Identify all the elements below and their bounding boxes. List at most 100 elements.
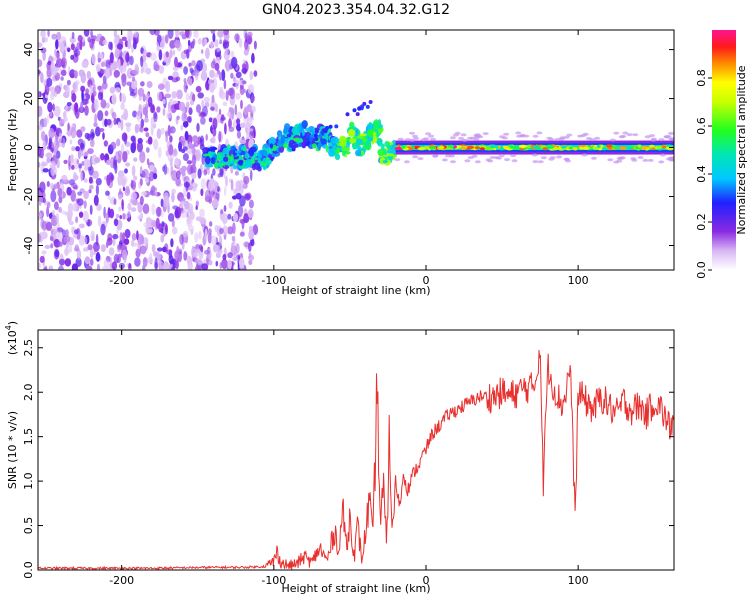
noise-cell bbox=[132, 242, 139, 247]
band-haze bbox=[473, 133, 480, 137]
noise-cell bbox=[243, 241, 250, 248]
noise-cell bbox=[183, 81, 188, 93]
x-tick-label: 0 bbox=[422, 574, 429, 587]
noise-cell bbox=[211, 94, 215, 104]
x-tick-label: -100 bbox=[261, 274, 286, 287]
transition-cell bbox=[362, 135, 366, 141]
noise-cell bbox=[124, 228, 131, 239]
noise-cell bbox=[235, 181, 242, 191]
noise-cell bbox=[244, 193, 251, 201]
noise-cell bbox=[54, 250, 60, 258]
noise-cell bbox=[113, 69, 121, 78]
band-haze bbox=[549, 156, 556, 160]
noise-cell bbox=[119, 231, 123, 243]
noise-cell bbox=[91, 54, 96, 65]
band-haze bbox=[458, 136, 464, 140]
noise-cell bbox=[83, 200, 87, 209]
noise-cell bbox=[164, 93, 172, 99]
noise-cell bbox=[113, 198, 117, 205]
noise-cell bbox=[100, 153, 105, 161]
noise-cell bbox=[199, 208, 205, 218]
noise-cell bbox=[237, 204, 244, 217]
band-cell bbox=[400, 145, 406, 149]
transition-cell bbox=[238, 160, 243, 166]
colorbar-tick-label: 0.2 bbox=[695, 213, 708, 231]
noise-cell bbox=[66, 79, 71, 86]
noise-cell bbox=[131, 200, 139, 206]
band-cell bbox=[499, 147, 504, 151]
noise-cell bbox=[120, 102, 125, 110]
noise-cell bbox=[69, 36, 76, 44]
transition-cell bbox=[242, 148, 247, 151]
noise-cell bbox=[172, 149, 178, 157]
noise-cell bbox=[133, 175, 138, 181]
noise-cell bbox=[242, 183, 248, 190]
noise-cell bbox=[185, 92, 190, 101]
noise-cell bbox=[219, 91, 227, 100]
noise-cell bbox=[84, 132, 90, 140]
noise-cell bbox=[53, 183, 61, 189]
noise-cell bbox=[107, 233, 113, 241]
noise-cell bbox=[95, 184, 99, 196]
noise-cell bbox=[140, 235, 145, 245]
noise-cell bbox=[93, 241, 100, 252]
noise-cell bbox=[139, 151, 146, 163]
noise-cell bbox=[191, 145, 196, 155]
transition-cell bbox=[382, 159, 389, 164]
noise-cell bbox=[163, 195, 170, 208]
band-cell bbox=[657, 145, 663, 149]
band-haze bbox=[644, 135, 651, 139]
noise-cell bbox=[43, 117, 48, 128]
noise-cell bbox=[119, 65, 124, 74]
noise-cell bbox=[162, 108, 166, 116]
noise-cell bbox=[243, 48, 249, 56]
y-tick-label: 1.0 bbox=[22, 472, 35, 490]
band-haze bbox=[510, 154, 517, 158]
noise-cell bbox=[69, 154, 74, 166]
transition-cell bbox=[249, 146, 257, 153]
noise-cell bbox=[115, 87, 121, 93]
band-cell bbox=[637, 144, 642, 148]
noise-cell bbox=[131, 233, 137, 241]
noise-cell bbox=[239, 257, 245, 269]
noise-cell bbox=[171, 188, 177, 194]
snr-y-multiplier-close: ) bbox=[6, 321, 19, 325]
noise-cell bbox=[230, 50, 235, 58]
band-cell bbox=[532, 146, 540, 150]
noise-cell bbox=[94, 99, 99, 111]
noise-cell bbox=[145, 147, 150, 153]
band-haze bbox=[566, 133, 573, 137]
noise-cell bbox=[186, 48, 190, 59]
noise-cell bbox=[139, 126, 144, 133]
noise-cell bbox=[103, 140, 109, 147]
noise-cell bbox=[73, 70, 78, 79]
band-haze bbox=[563, 157, 570, 161]
band-haze bbox=[523, 134, 530, 138]
noise-cell bbox=[97, 215, 102, 227]
noise-cell bbox=[102, 39, 108, 46]
noise-cell bbox=[90, 138, 95, 148]
noise-cell bbox=[155, 206, 162, 217]
noise-cell bbox=[57, 187, 63, 197]
noise-cell bbox=[129, 55, 134, 66]
noise-cell bbox=[214, 62, 220, 71]
noise-cell bbox=[80, 126, 86, 132]
x-tick-label: -200 bbox=[109, 274, 134, 287]
noise-cell bbox=[194, 265, 201, 270]
noise-cell bbox=[96, 263, 101, 270]
noise-cell bbox=[44, 83, 50, 95]
noise-cell bbox=[38, 162, 41, 168]
noise-cell bbox=[65, 85, 70, 97]
streak-cell bbox=[301, 144, 306, 149]
noise-cell bbox=[234, 104, 238, 116]
noise-cell bbox=[228, 118, 232, 129]
noise-cell bbox=[55, 52, 61, 60]
noise-cell bbox=[213, 73, 220, 78]
noise-cell bbox=[90, 128, 95, 141]
noise-cell bbox=[140, 118, 145, 128]
noise-cell bbox=[69, 73, 75, 78]
noise-cell bbox=[180, 200, 185, 207]
band-haze bbox=[650, 138, 657, 142]
noise-cell bbox=[71, 226, 74, 234]
noise-cell bbox=[142, 106, 148, 116]
